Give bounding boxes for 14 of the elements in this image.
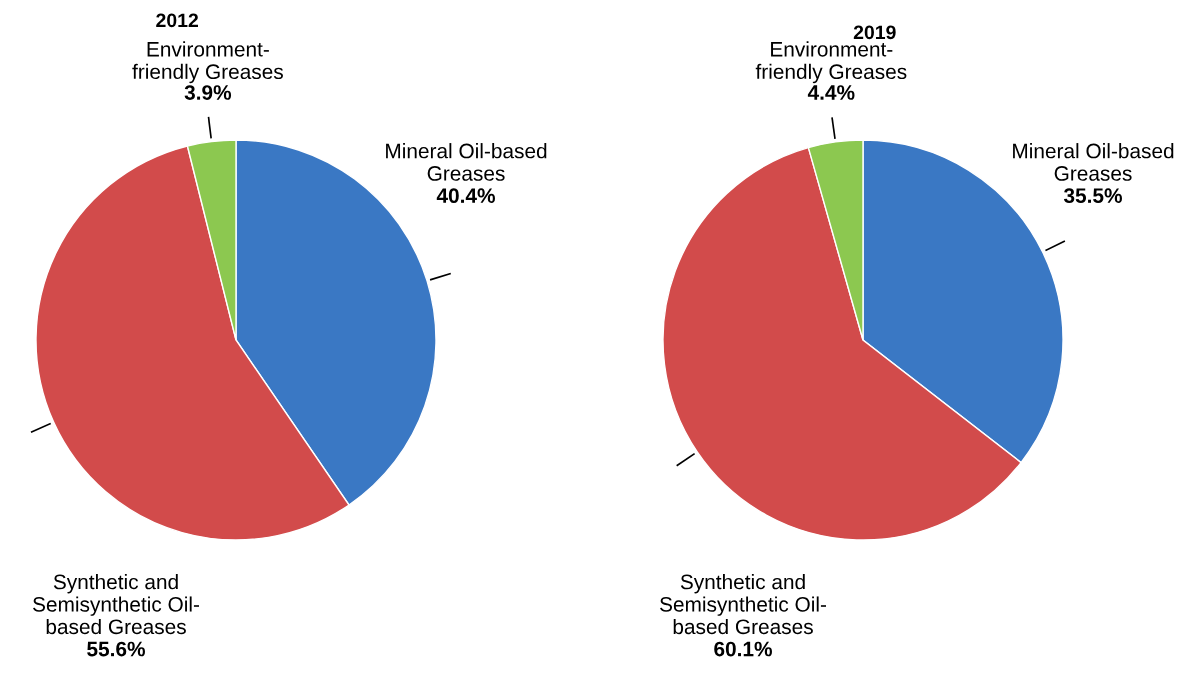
data-label: 60.1%	[714, 641, 772, 657]
slice-label: Mineral Oil-based Greases	[1013, 143, 1174, 181]
data-label: 3.9%	[184, 85, 232, 100]
slice-label: Synthetic and Semisynthetic Oil- based Greases	[660, 574, 827, 635]
slice-label: Environment- friendly Greases	[755, 41, 907, 84]
slice-label: Mineral Oil-based Greases	[386, 143, 547, 181]
chart-title: 2012	[156, 13, 198, 28]
data-label: 4.4%	[807, 85, 855, 100]
data-label: 40.4%	[436, 188, 495, 204]
data-label: 55.6%	[87, 641, 145, 657]
chart-title: 2019	[853, 25, 896, 40]
data-label: 35.5%	[1063, 188, 1122, 204]
slice-label: Synthetic and Semisynthetic Oil- based Greases	[33, 574, 200, 635]
slice-label: Environment- friendly Greases	[132, 41, 283, 84]
